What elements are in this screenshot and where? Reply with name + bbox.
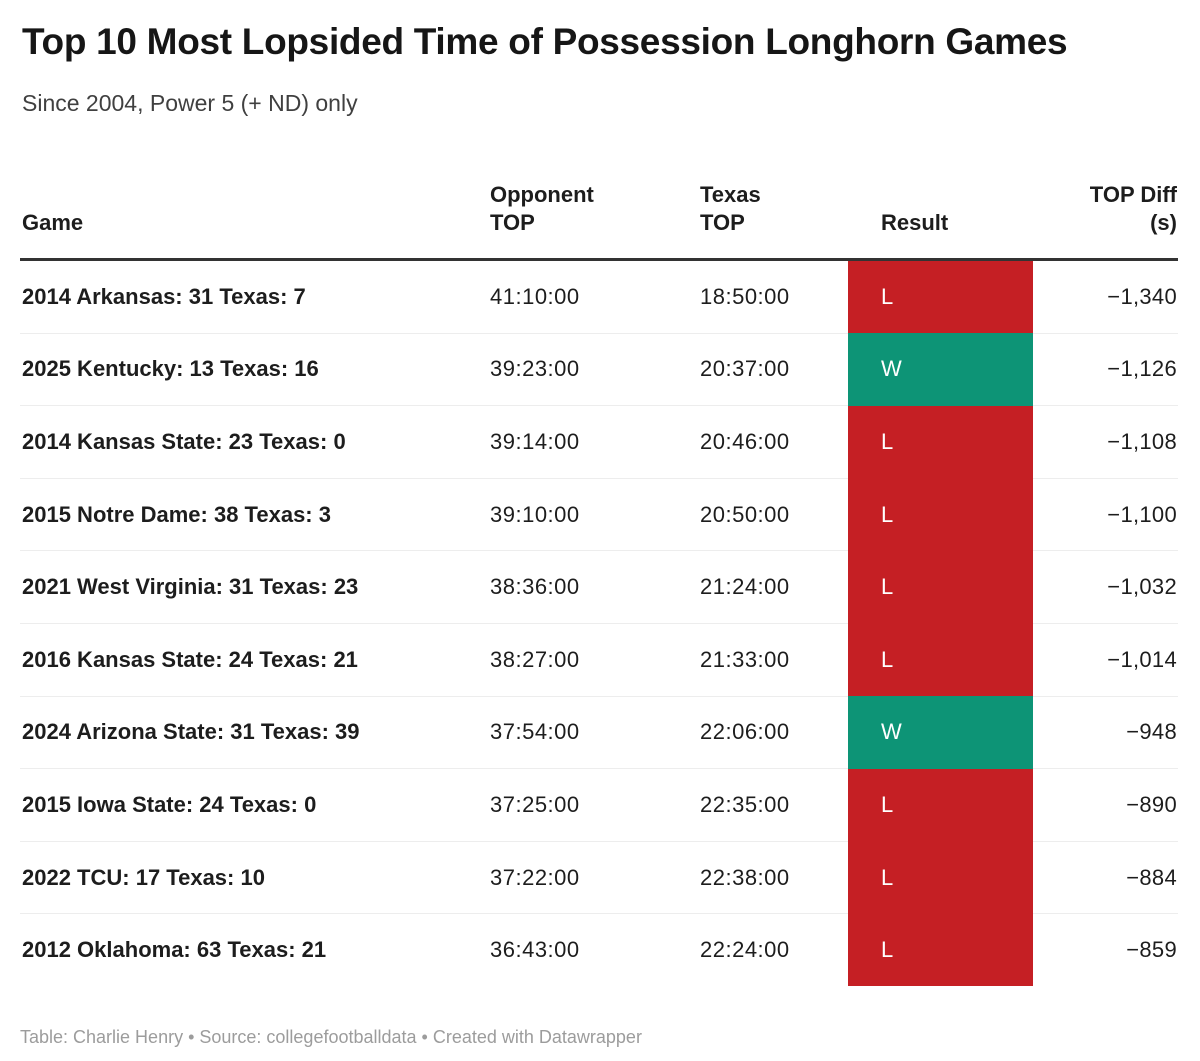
opponent-top-cell: 39:23:00 (468, 333, 678, 407)
result-cell: L (848, 259, 1033, 334)
top-diff-cell: −948 (1033, 696, 1178, 770)
table-row: 2014 Kansas State: 23 Texas: 0 39:14:00 … (20, 405, 1178, 479)
table-row: 2025 Kentucky: 13 Texas: 16 39:23:00 20:… (20, 333, 1178, 407)
top-diff-cell: −1,340 (1033, 259, 1178, 334)
opponent-top-cell: 38:36:00 (468, 550, 678, 624)
opponent-top-cell: 39:10:00 (468, 478, 678, 552)
table-row: 2016 Kansas State: 24 Texas: 21 38:27:00… (20, 623, 1178, 697)
texas-top-cell: 20:50:00 (678, 478, 848, 552)
opponent-top-cell: 39:14:00 (468, 405, 678, 479)
opponent-top-cell: 37:25:00 (468, 768, 678, 842)
opponent-top-cell: 38:27:00 (468, 623, 678, 697)
table-row: 2015 Iowa State: 24 Texas: 0 37:25:00 22… (20, 768, 1178, 842)
texas-top-cell: 22:24:00 (700, 937, 790, 963)
texas-top-cell: 20:46:00 (678, 405, 848, 479)
possession-table: Game Opponent TOP Texas TOP Result TOP D… (20, 181, 1178, 986)
column-header-opponent-top[interactable]: Opponent TOP (468, 181, 678, 261)
top-diff-cell: −1,108 (1033, 405, 1178, 479)
texas-top-cell: 21:24:00 (678, 550, 848, 624)
result-cell: L (848, 623, 1033, 697)
texas-top-cell: 22:38:00 (678, 841, 848, 915)
table-row: 2014 Arkansas: 31 Texas: 7 41:10:00 18:5… (20, 259, 1178, 334)
opponent-top-cell: 41:10:00 (468, 259, 678, 334)
texas-top-cell: 22:35:00 (678, 768, 848, 842)
table-row: 2022 TCU: 17 Texas: 10 37:22:00 22:38:00… (20, 841, 1178, 915)
texas-top-cell: 22:06:00 (678, 696, 848, 770)
opponent-top-cell: 37:54:00 (468, 696, 678, 770)
table-row: 2021 West Virginia: 31 Texas: 23 38:36:0… (20, 550, 1178, 624)
top-diff-cell: −884 (1033, 841, 1178, 915)
game-cell: 2012 Oklahoma: 63 Texas: 21 (22, 937, 327, 963)
result-cell: W (848, 333, 1033, 406)
result-cell: W (848, 696, 1033, 769)
top-diff-cell: −1,032 (1033, 550, 1178, 624)
top-diff-cell: −1,126 (1033, 333, 1178, 407)
result-cell: L (848, 768, 1033, 842)
column-header-texas-top[interactable]: Texas TOP (678, 181, 848, 261)
table-row: 2024 Arizona State: 31 Texas: 39 37:54:0… (20, 696, 1178, 770)
result-cell: L (848, 405, 1033, 479)
result-cell: L (848, 841, 1033, 914)
game-cell: 2022 TCU: 17 Texas: 10 (20, 841, 468, 915)
column-header-result[interactable]: Result (848, 181, 1033, 261)
game-cell: 2014 Arkansas: 31 Texas: 7 (20, 259, 468, 334)
top-diff-cell: −1,100 (1033, 478, 1178, 552)
result-cell: L (848, 478, 1033, 551)
game-cell: 2016 Kansas State: 24 Texas: 21 (20, 623, 468, 697)
texas-top-cell: 20:37:00 (678, 333, 848, 407)
opponent-top-cell: 37:22:00 (468, 841, 678, 915)
attribution-footer: Table: Charlie Henry • Source: collegefo… (20, 1026, 642, 1047)
game-cell: 2025 Kentucky: 13 Texas: 16 (20, 333, 468, 407)
top-diff-cell: −890 (1033, 768, 1178, 842)
texas-top-cell: 21:33:00 (678, 623, 848, 697)
table-header-row: Game Opponent TOP Texas TOP Result TOP D… (20, 181, 1178, 261)
game-cell: 2021 West Virginia: 31 Texas: 23 (20, 550, 468, 624)
top-diff-cell: −1,014 (1033, 623, 1178, 697)
column-header-game[interactable]: Game (20, 181, 468, 261)
game-cell: 2024 Arizona State: 31 Texas: 39 (20, 696, 468, 770)
texas-top-cell: 18:50:00 (678, 259, 848, 334)
table-row: 2012 Oklahoma: 63 Texas: 21 36:43:00 22:… (20, 913, 1178, 986)
result-cell: L (848, 550, 1033, 624)
game-cell: 2014 Kansas State: 23 Texas: 0 (20, 405, 468, 479)
page-title: Top 10 Most Lopsided Time of Possession … (22, 21, 1068, 62)
game-cell: 2015 Iowa State: 24 Texas: 0 (20, 768, 468, 842)
table-row: 2015 Notre Dame: 38 Texas: 3 39:10:00 20… (20, 478, 1178, 552)
result-cell: L (848, 913, 1033, 986)
page-subtitle: Since 2004, Power 5 (+ ND) only (22, 90, 358, 116)
game-cell: 2015 Notre Dame: 38 Texas: 3 (20, 478, 468, 552)
top-diff-cell: −859 (1126, 937, 1177, 963)
column-header-top-diff[interactable]: TOP Diff (s) (1033, 181, 1178, 261)
opponent-top-cell: 36:43:00 (490, 937, 580, 963)
